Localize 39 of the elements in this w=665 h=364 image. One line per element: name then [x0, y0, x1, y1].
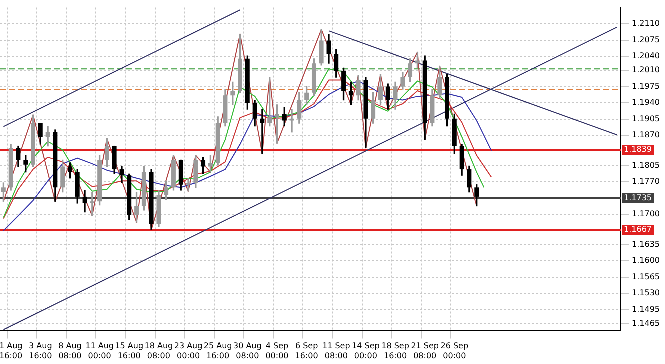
y-tick-label: 1.1565 [632, 272, 660, 282]
x-tick-label: 11 Sep 08:00 [322, 342, 350, 360]
ref-line-label: 1.1735 [624, 193, 652, 202]
y-tick-label: 1.1770 [632, 177, 660, 186]
candlestick [260, 109, 265, 154]
y-tick-label: 1.1700 [632, 210, 660, 219]
x-tick-label: 30 Aug 08:00 [233, 342, 262, 360]
x-tick-label: 8 Aug 08:00 [58, 342, 82, 360]
y-tick-label: 1.1905 [632, 114, 660, 124]
x-tick-label: 14 Sep 00:00 [352, 342, 380, 360]
x-tick-label: 1 Aug 16:00 [0, 342, 23, 360]
x-tick-label: 25 Aug 16:00 [204, 342, 232, 360]
y-tick-label: 1.1940 [632, 98, 660, 108]
candlestick [46, 126, 50, 147]
y-tick-label: 1.1530 [632, 288, 660, 298]
y-tick-label: 1.1805 [632, 160, 660, 170]
y-tick-label: 1.1495 [632, 304, 660, 314]
y-tick-label: 1.2040 [632, 52, 660, 61]
y-tick-label: 1.2075 [632, 35, 660, 44]
x-tick-label: 4 Sep 00:00 [266, 342, 289, 360]
x-tick-label: 6 Sep 16:00 [295, 342, 318, 360]
y-tick-label: 1.1465 [632, 318, 660, 328]
x-tick-label: 18 Aug 08:00 [144, 342, 174, 360]
x-tick-label: 3 Aug 16:00 [29, 342, 52, 360]
x-tick-label: 18 Sep 16:00 [382, 342, 410, 360]
y-tick-label: 1.2010 [632, 66, 660, 75]
x-tick-label: 11 Aug 00:00 [86, 342, 114, 360]
y-tick-label: 1.1635 [632, 240, 660, 249]
candlestick [186, 178, 191, 192]
y-tick-label: 1.1870 [632, 130, 660, 140]
x-tick-label: 23 Aug 00:00 [174, 342, 203, 360]
y-tick-label: 1.1975 [632, 82, 660, 91]
y-tick-label: 1.1600 [632, 256, 660, 266]
ref-line-label: 1.1839 [624, 145, 652, 154]
x-tick-label: 26 Sep 00:00 [440, 342, 469, 360]
y-tick-label: 1.2110 [632, 19, 660, 28]
x-tick-label: 15 Aug 16:00 [115, 342, 144, 360]
x-tick-label: 21 Sep 08:00 [411, 342, 439, 360]
ref-line-label: 1.1667 [624, 225, 652, 234]
